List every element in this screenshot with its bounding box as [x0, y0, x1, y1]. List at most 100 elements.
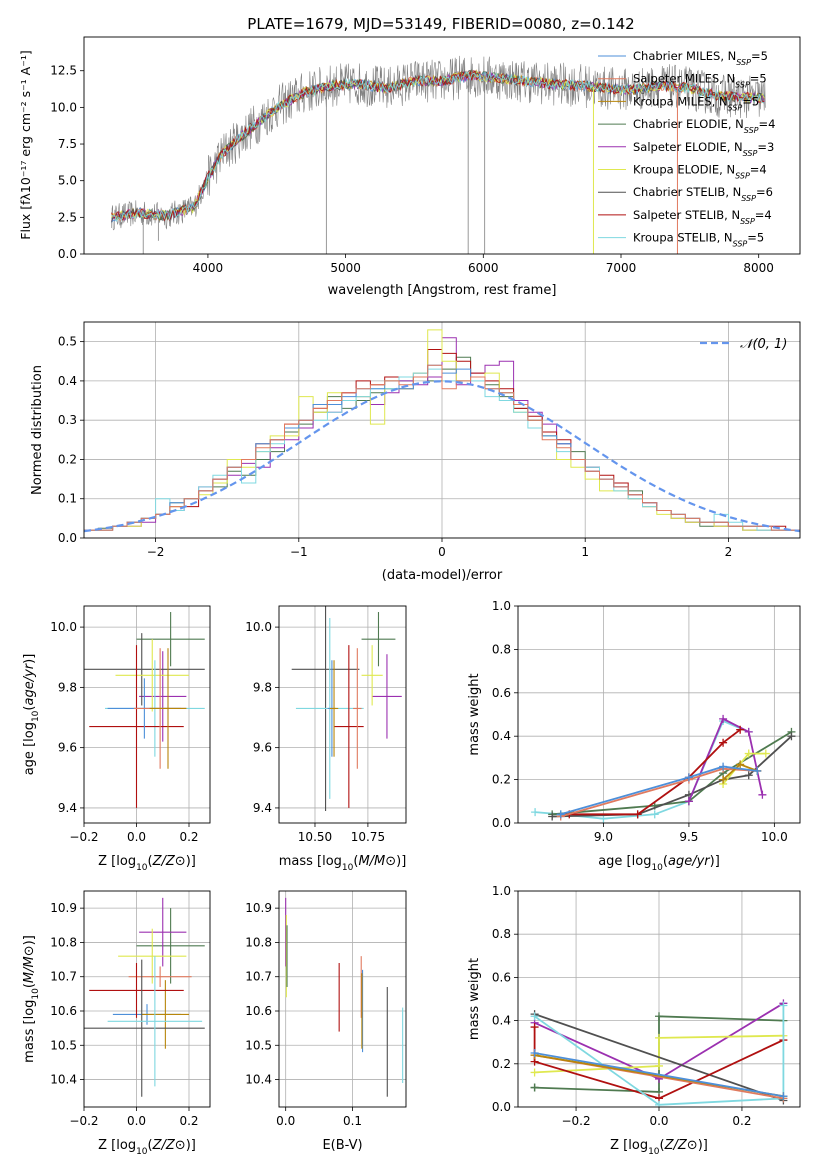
- y-axis-label: mass weight: [467, 958, 482, 1040]
- label-part: )]: [710, 854, 720, 869]
- legend-label: 𝒩(0, 1): [740, 337, 787, 352]
- mass-weight-marker: [530, 1083, 539, 1092]
- mass-weight-marker: [761, 749, 770, 758]
- plot-area: [84, 891, 210, 1107]
- mass-weight-marker: [530, 1049, 539, 1057]
- age-vs-mass-panel: 10.50 10.75 9.4 9.6 9.8 10.0 mass [log10(M/M⊙)…: [245, 605, 407, 873]
- legend-sub: SSP: [741, 194, 756, 203]
- y-tick-label: 0.0: [58, 247, 77, 261]
- x-tick-label: 0.0: [276, 1114, 295, 1128]
- y-tick-label: 2.5: [58, 210, 77, 224]
- y-tick-label: 10.9: [245, 901, 272, 915]
- x-tick-label: 0.0: [127, 830, 146, 844]
- label-part: 10: [136, 863, 148, 873]
- plot-area: [279, 891, 406, 1107]
- x-tick-label: 0.2: [179, 1114, 198, 1128]
- x-axis-label: E(B-V): [322, 1138, 362, 1153]
- label-part: Z [: [98, 1138, 116, 1153]
- mass-weight-marker: [787, 732, 796, 741]
- legend-sub: SSP: [736, 58, 751, 67]
- label-part: log: [116, 1138, 136, 1153]
- label-part: age [: [598, 854, 631, 869]
- plot-area: [279, 606, 406, 823]
- y-tick-label: 9.8: [58, 680, 77, 694]
- mass-weight-marker: [719, 714, 728, 723]
- mass-weight-marker: [531, 808, 540, 817]
- x-tick-label: 0.0: [649, 1114, 668, 1128]
- label-part: (: [148, 1138, 153, 1153]
- x-tick-label: 4000: [193, 261, 224, 275]
- mass-weight-marker: [633, 810, 642, 819]
- y-tick-label: 0.2: [58, 452, 77, 466]
- y-tick-label: 1.0: [492, 884, 511, 898]
- y-tick-label: 0.2: [492, 773, 511, 787]
- y-tick-label: 10.0: [245, 620, 272, 634]
- mass-weight-marker: [744, 727, 753, 736]
- label-part: 10: [136, 1147, 148, 1157]
- y-axis-label: mass weight: [467, 673, 482, 755]
- label-part: 10: [651, 863, 663, 873]
- y-tick-label: 12.5: [50, 64, 77, 78]
- legend-label: Kroupa ELODIE, NSSP=4: [633, 163, 767, 181]
- x-tick-label: 2: [725, 545, 733, 559]
- legend-count: =4: [759, 117, 776, 131]
- y-tick-label: 0.3: [58, 413, 77, 427]
- spectrum-panel: 4000 5000 6000 7000 8000 0.0 2.5 5.0 7.5 10.0 12.5…: [18, 36, 801, 298]
- label-part: 10: [342, 863, 354, 873]
- x-tick-label: 6000: [468, 261, 499, 275]
- mass-weight-vs-age-panel: 9.0 9.5 10.0 0.0 0.2 0.4 0.6 0.8 1.0 age [log10(a…: [467, 599, 801, 873]
- legend-sub: SSP: [735, 171, 750, 180]
- mass-weight-marker: [530, 1023, 539, 1032]
- legend-text: Chabrier MILES, N: [633, 49, 736, 63]
- label-part: (: [148, 854, 153, 869]
- y-tick-label: 10.5: [50, 1038, 77, 1052]
- y-tick-label: 10.7: [245, 970, 272, 984]
- label-part: )]: [186, 1138, 196, 1153]
- label-part: mass [: [279, 854, 322, 869]
- legend-text: Salpeter STELIB, N: [633, 208, 740, 222]
- label-part: M/M⊙: [22, 945, 37, 983]
- legend-count: =6: [756, 185, 773, 199]
- x-axis-label: Z [log10(Z/Z⊙)]: [98, 1138, 196, 1157]
- x-tick-label: 5000: [330, 261, 361, 275]
- legend-text: Chabrier STELIB, N: [633, 185, 741, 199]
- legend-label: Salpeter STELIB, NSSP=4: [633, 208, 772, 226]
- x-tick-label: 0.1: [343, 1114, 362, 1128]
- legend-text: Kroupa ELODIE, N: [633, 163, 735, 177]
- mass-weight-line: [534, 1052, 784, 1098]
- legend-count: =3: [757, 140, 774, 154]
- mass-weight-marker: [779, 1092, 788, 1101]
- age-vs-metallicity-panel: −0.2 0.0 0.29.49.69.810.0Z [log10(Z/Z⊙)]ag…: [22, 605, 211, 873]
- legend-text: Kroupa MILES, N: [633, 94, 728, 108]
- mass-weight-vs-metallicity-panel: −0.2 0.0 0.2 0.0 0.2 0.4 0.6 0.8 1.0 Z [log10(Z/Z…: [467, 884, 801, 1157]
- label-part: 10: [648, 1147, 660, 1157]
- y-tick-label: 10.8: [50, 935, 77, 949]
- x-tick-label: −0.2: [69, 830, 98, 844]
- y-tick-label: 0.6: [492, 970, 511, 984]
- plot-area: [111, 55, 766, 254]
- label-part: mass [: [22, 1019, 37, 1062]
- x-tick-label: −0.2: [69, 1114, 98, 1128]
- legend-text: Kroupa STELIB, N: [633, 231, 733, 245]
- mass-weight-marker: [744, 771, 753, 780]
- x-tick-label: 0.0: [127, 1114, 146, 1128]
- y-tick-label: 9.4: [58, 801, 77, 815]
- x-tick-label: 9.5: [679, 830, 698, 844]
- label-part: E(B-V): [322, 1138, 362, 1153]
- model-spectrum-line: [111, 70, 765, 223]
- mass-weight-marker: [753, 766, 762, 775]
- label-part: 10: [31, 988, 41, 1000]
- mass-weight-marker: [719, 762, 728, 771]
- x-tick-label: 7000: [606, 261, 637, 275]
- mass-vs-metallicity-panel: −0.2 0.0 0.210.410.510.610.710.810.9Z [log…: [22, 890, 211, 1157]
- mass-weight-line: [534, 1034, 784, 1074]
- y-tick-label: 10.6: [50, 1004, 77, 1018]
- legend-label: Kroupa MILES, NSSP=5: [633, 94, 759, 112]
- y-tick-label: 0.5: [58, 335, 77, 349]
- y-tick-label: 0.0: [58, 531, 77, 545]
- axes-frame: [83, 890, 211, 1108]
- label-part: Z/Z⊙: [664, 1138, 698, 1153]
- legend-label: Salpeter ELODIE, NSSP=3: [633, 140, 774, 158]
- figure-title: PLATE=1679, MJD=53149, FIBERID=0080, z=0…: [247, 15, 634, 33]
- label-part: )]: [698, 1138, 708, 1153]
